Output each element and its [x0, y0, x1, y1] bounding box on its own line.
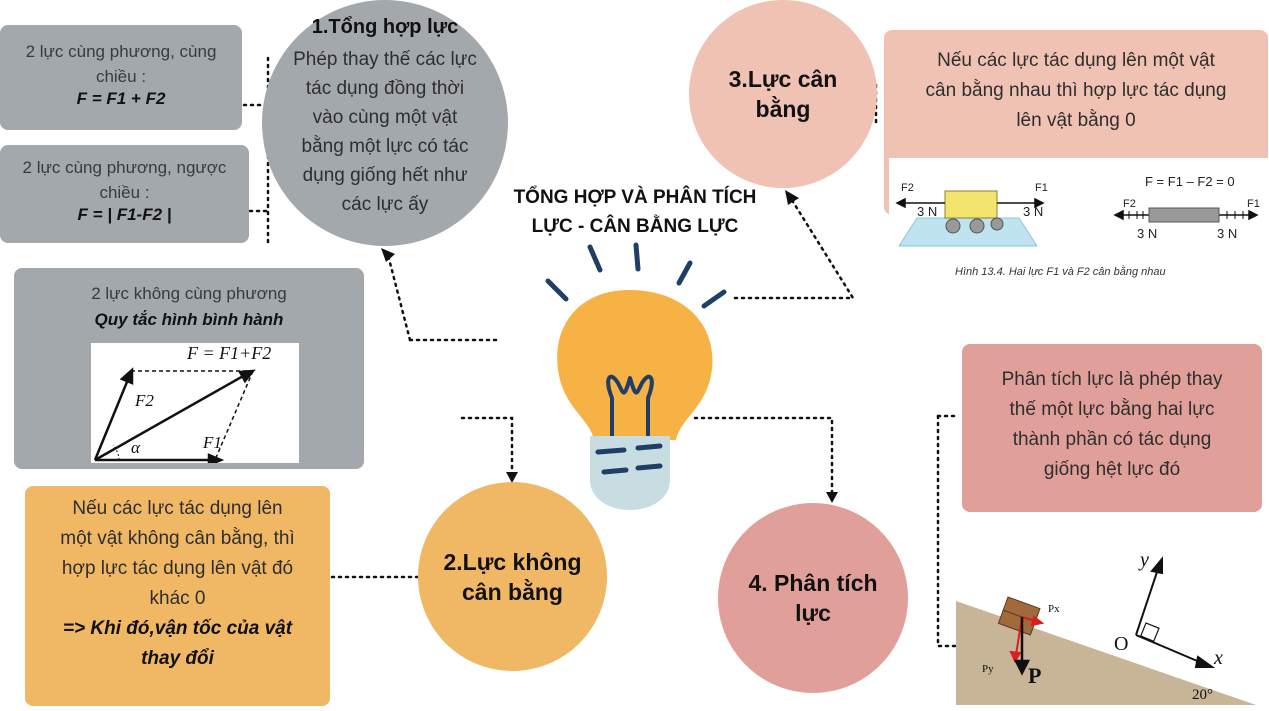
py-label: Py — [982, 663, 994, 675]
node4-description-box: Phân tích lực là phép thay thế một lực b… — [962, 344, 1262, 512]
alpha-label: α — [131, 438, 140, 457]
node4-body-line: thành phần có tác dụng — [1012, 429, 1212, 450]
node4-title: lực — [795, 600, 831, 626]
node1-body-line: vào cùng một vật — [312, 107, 458, 128]
parallelogram-figure: F = F1+F2 F2 F1 α — [91, 343, 299, 463]
balanced-forces-diagram — [895, 190, 1259, 247]
right-force-value-b: 3 N — [1137, 226, 1158, 241]
f1-label: F1 — [203, 433, 222, 452]
right-f2-label: F2 — [1123, 198, 1136, 210]
node-tong-hop-luc: 1.Tổng hợp lực Phép thay thế các lực tác… — [262, 0, 508, 246]
center-title: TỔNG HỢP VÀ PHÂN TÍCH LỰC - CÂN BẰNG LỰC — [495, 183, 775, 241]
node3-body-line: Nếu các lực tác dụng lên một vật — [937, 50, 1215, 71]
node2-body-line: hợp lực tác dụng lên vật đó — [61, 558, 294, 579]
left-f2-label: F2 — [901, 182, 914, 194]
node3-title: bằng — [755, 96, 811, 122]
opposite-direction-formula: F = | F1-F2 | — [77, 205, 172, 224]
balanced-forces-caption: Hình 13.4. Hai lực F1 và F2 cân bằng nha… — [955, 266, 1166, 278]
node2-title: 2.Lực không — [443, 548, 582, 575]
node2-body-line: một vật không cân bằng, thì — [60, 528, 295, 549]
parallelogram-formula: F = F1+F2 — [187, 343, 272, 363]
node-phan-tich-luc: 4. Phân tích lực — [718, 503, 908, 693]
inclined-plane-figure: y x O P Px Py 20° — [956, 545, 1269, 705]
node2-title: cân bằng — [462, 578, 563, 605]
left-force-value: 3 N — [917, 204, 938, 219]
center-title-line-2: LỰC - CÂN BẰNG LỰC — [531, 216, 739, 237]
left-f1-label: F1 — [1035, 182, 1048, 194]
node2-conclusion: thay đổi — [141, 648, 214, 669]
node4-body-line: giống hệt lực đó — [1043, 459, 1181, 480]
node2-conclusion: => Khi đó,vận tốc của vật — [62, 618, 293, 639]
same-direction-formula: F = F1 + F2 — [76, 89, 166, 108]
opposite-direction-text: 2 lực cùng phương, ngược — [22, 158, 227, 177]
node1-body-line: các lực ấy — [341, 194, 429, 215]
node1-body: Phép thay thế các lực tác dụng đồng thời… — [293, 45, 477, 219]
parallelogram-rule: Quy tắc hình bình hành — [94, 310, 284, 329]
origin-label: O — [1114, 633, 1129, 655]
px-label: Px — [1048, 603, 1060, 615]
weight-label: P — [1028, 663, 1042, 688]
x-axis-label: x — [1214, 647, 1223, 669]
arrowhead-node4 — [826, 492, 838, 503]
opposite-direction-text: chiều : — [99, 183, 150, 202]
node3-body-line: cân bằng nhau thì hợp lực tác dụng — [925, 80, 1227, 101]
node1-title: 1.Tổng hợp lực — [311, 16, 459, 38]
node1-body-line: tác dụng đồng thời — [305, 78, 465, 99]
angle-label: 20° — [1192, 687, 1213, 703]
parallelogram-text: 2 lực không cùng phương — [91, 284, 287, 303]
node1-body-line: dụng giống hết như — [302, 165, 468, 186]
same-direction-text: 2 lực cùng phương, cùng — [25, 42, 217, 61]
node4-title: 4. Phân tích — [748, 570, 878, 596]
node1-body-line: bằng một lực có tác — [301, 136, 469, 157]
f2-label: F2 — [135, 391, 154, 410]
node1-body-line: Phép thay thế các lực — [293, 49, 477, 70]
node4-body-line: Phân tích lực là phép thay — [1001, 369, 1223, 390]
right-force-value-c: 3 N — [1217, 226, 1238, 241]
node4-body-line: thế một lực bằng hai lực — [1009, 399, 1215, 420]
right-f1-label: F1 — [1247, 198, 1260, 210]
balance-formula: F = F1 – F2 = 0 — [1145, 174, 1235, 189]
node3-body-line: lên vật bằng 0 — [1016, 110, 1136, 131]
node-luc-can-bang: 3.Lực cân bằng — [689, 0, 877, 188]
arrowhead-node1 — [381, 248, 395, 262]
center-title-line-1: TỔNG HỢP VÀ PHÂN TÍCH — [513, 187, 757, 208]
node-luc-khong-can-bang: 2.Lực không cân bằng — [418, 482, 607, 671]
same-direction-text: chiều : — [95, 67, 147, 86]
lightbulb-icon — [545, 242, 727, 510]
arrowhead-node2 — [506, 472, 518, 483]
balanced-forces-figure: F = F1 – F2 = 0 F2 3 N F1 3 N F2 F1 3 N … — [889, 158, 1269, 284]
node2-body-line: khác 0 — [149, 588, 206, 609]
right-force-value-a: 3 N — [1023, 204, 1044, 219]
node3-title: 3.Lực cân — [728, 66, 838, 92]
inclined-plane-diagram — [956, 556, 1256, 705]
node2-body-line: Nếu các lực tác dụng lên — [72, 498, 283, 519]
same-direction-box: 2 lực cùng phương, cùng chiều : F = F1 +… — [0, 25, 242, 130]
arrowhead-node3 — [785, 190, 799, 205]
opposite-direction-box: 2 lực cùng phương, ngược chiều : F = | F… — [0, 145, 249, 243]
y-axis-label: y — [1140, 549, 1149, 571]
parallelogram-diagram — [93, 367, 256, 463]
node2-description-box: Nếu các lực tác dụng lên một vật không c… — [25, 486, 330, 706]
